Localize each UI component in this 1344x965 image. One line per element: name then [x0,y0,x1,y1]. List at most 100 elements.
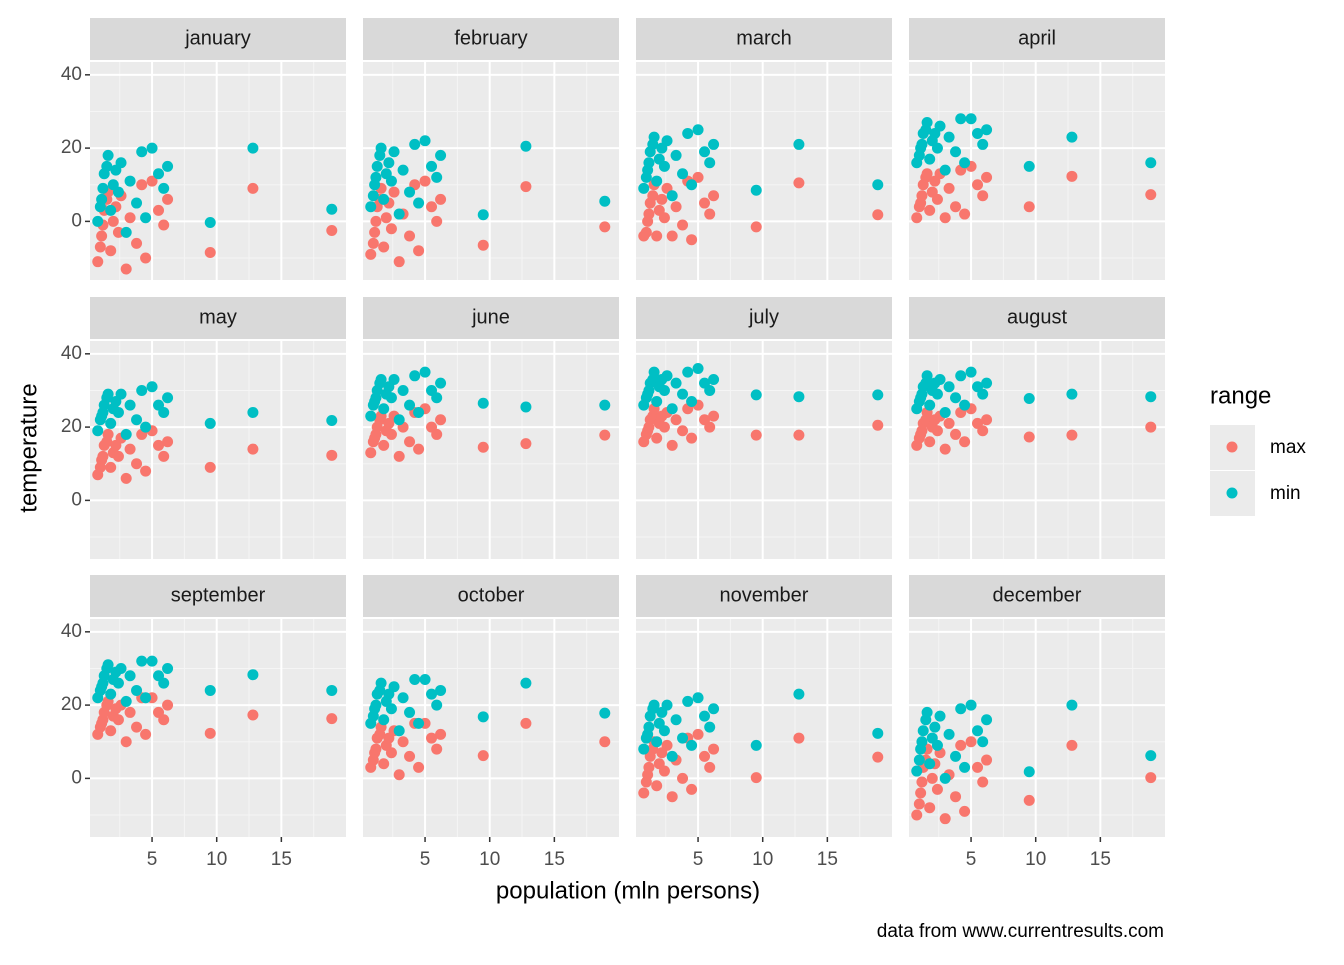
point [682,127,694,139]
point [666,439,678,451]
point [140,465,152,477]
legend-label: max [1270,437,1306,458]
point [677,772,689,784]
point [699,710,711,722]
y-tick-label: 0 [71,210,82,231]
point [1023,393,1035,405]
point [112,226,124,238]
x-tick-label: 5 [693,849,704,870]
point [326,684,338,696]
point [146,655,158,667]
point [692,362,704,374]
point [397,384,409,396]
point [136,384,148,396]
point [670,714,682,726]
point [92,256,104,268]
point [692,171,704,183]
panel [636,341,892,559]
point [1066,131,1078,143]
panel [909,619,1165,837]
point [939,772,951,784]
point [977,736,989,748]
point [388,373,400,385]
point [385,703,397,715]
point [965,113,977,125]
point [1066,388,1078,400]
point [162,392,174,404]
point [1023,431,1035,443]
point [369,226,381,238]
strip [909,18,1165,60]
point [131,458,143,470]
point [115,662,127,674]
point [916,736,928,748]
point [1023,201,1035,213]
point [158,182,170,194]
point [393,769,405,781]
point [378,403,390,415]
point [924,802,936,814]
point [651,736,663,748]
point [704,721,716,733]
point [1145,772,1157,784]
point [972,127,984,139]
panel-title: may [199,306,237,328]
point [921,168,933,180]
point [365,447,377,459]
point [661,370,673,382]
point [921,116,933,128]
point [388,681,400,693]
point [911,212,923,224]
point [419,135,431,147]
point [658,725,670,737]
point [651,175,663,187]
panel-title: september [171,584,266,606]
panel-title: april [1018,27,1056,49]
point [793,391,805,403]
point [404,750,416,762]
point [426,201,438,213]
point [950,201,962,213]
point [431,215,443,227]
point [686,432,698,444]
point [326,713,338,725]
point [981,754,993,766]
point [520,717,532,729]
point [943,728,955,740]
point [105,725,117,737]
point [750,429,762,441]
point [699,750,711,762]
point [413,245,425,257]
point [120,226,132,238]
point [426,688,438,700]
point [931,783,943,795]
point [750,184,762,196]
point [959,805,971,817]
point [750,739,762,751]
point [385,747,397,759]
point [931,388,943,400]
point [981,414,993,426]
point [670,149,682,161]
point [704,421,716,433]
point [872,179,884,191]
x-tick-label: 10 [1025,849,1046,870]
point [136,655,148,667]
point [101,160,113,172]
point [924,436,936,448]
point [102,149,114,161]
point [699,146,711,158]
point [370,699,382,711]
point [375,677,387,689]
point [371,160,383,172]
legend-marker [1226,487,1238,499]
panel [90,619,346,837]
point [658,160,670,172]
point [959,436,971,448]
point [677,388,689,400]
point [97,450,109,462]
point [393,256,405,268]
point [977,388,989,400]
point [651,432,663,444]
point [638,182,650,194]
